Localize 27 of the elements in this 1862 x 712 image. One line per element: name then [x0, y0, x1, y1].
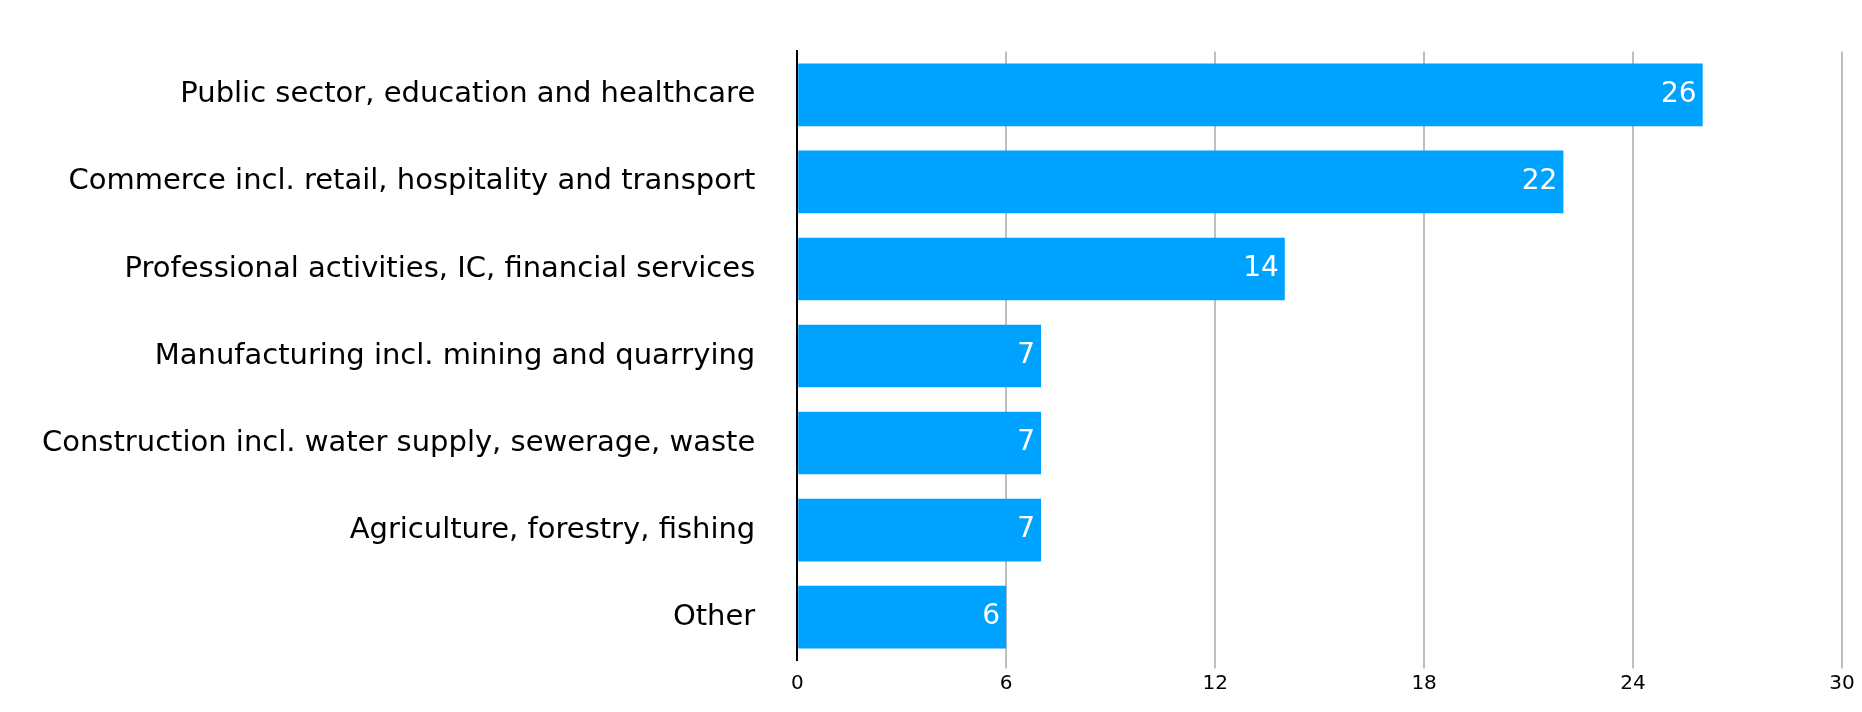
bar — [798, 237, 1285, 301]
bar — [798, 63, 1703, 127]
data-label: 6 — [982, 598, 1001, 632]
y-tick-label: Public sector, education and healthcare — [180, 75, 756, 110]
x-tick-label: 12 — [1202, 669, 1228, 694]
x-tick-label: 24 — [1620, 669, 1646, 694]
x-tick-label: 0 — [790, 669, 804, 694]
bar — [798, 585, 1007, 649]
bar — [798, 498, 1042, 562]
bar — [798, 150, 1564, 214]
y-tick-label: Construction incl. water supply, sewerage, waste — [42, 423, 756, 458]
y-tick-label: Manufacturing incl. mining and quarrying — [154, 336, 756, 371]
y-tick-label: Other — [672, 597, 756, 632]
bar — [798, 324, 1042, 388]
y-tick-label: Professional activities, IC, financial services — [124, 249, 756, 284]
y-tick-label: Agriculture, forestry, fishing — [349, 510, 756, 545]
x-tick-label: 30 — [1829, 669, 1855, 694]
x-tick-label: 18 — [1411, 669, 1437, 694]
data-label: 26 — [1661, 76, 1697, 110]
data-label: 22 — [1521, 163, 1558, 197]
x-tick-label: 6 — [999, 669, 1013, 694]
data-label: 14 — [1243, 250, 1279, 284]
data-label: 7 — [1017, 337, 1036, 371]
data-label: 7 — [1017, 511, 1036, 545]
data-label: 7 — [1017, 424, 1036, 458]
bar — [798, 411, 1042, 475]
y-tick-label: Commerce incl. retail, hospitality and transport — [68, 162, 756, 197]
